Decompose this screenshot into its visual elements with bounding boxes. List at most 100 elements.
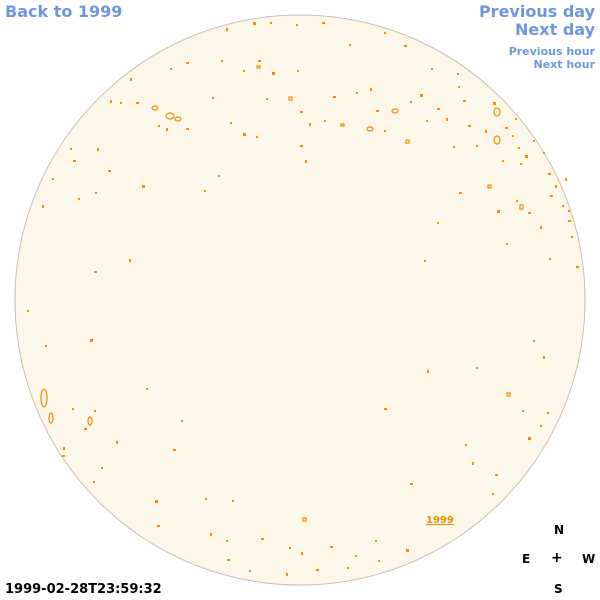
contour-speck bbox=[226, 540, 228, 542]
contour-speck bbox=[453, 146, 455, 148]
contour-speck bbox=[226, 28, 228, 31]
contour-region bbox=[506, 392, 511, 397]
contour-speck bbox=[446, 118, 448, 121]
contour-speck bbox=[410, 101, 412, 103]
contour-speck bbox=[528, 212, 531, 214]
previous-hour-link[interactable]: Previous hour bbox=[508, 45, 595, 58]
contour-speck bbox=[316, 569, 319, 571]
contour-speck bbox=[330, 546, 333, 548]
contour-speck bbox=[472, 462, 474, 465]
contour-speck bbox=[497, 210, 500, 213]
contour-region bbox=[302, 517, 307, 522]
contour-speck bbox=[458, 86, 460, 88]
year-link[interactable]: 1999 bbox=[426, 515, 454, 526]
contour-speck bbox=[186, 128, 189, 130]
compass-west-label: W bbox=[582, 552, 596, 566]
contour-speck bbox=[492, 493, 494, 495]
contour-speck bbox=[540, 425, 542, 427]
contour-speck bbox=[300, 145, 303, 147]
contour-speck bbox=[485, 130, 487, 133]
contour-region bbox=[174, 116, 182, 122]
next-hour-link[interactable]: Next hour bbox=[533, 58, 596, 71]
contour-speck bbox=[502, 160, 504, 162]
contour-speck bbox=[62, 455, 65, 457]
contour-speck bbox=[108, 170, 111, 172]
observation-timestamp: 1999-02-28T23:59:32 bbox=[5, 582, 162, 597]
contour-speck bbox=[378, 560, 380, 562]
next-day-link[interactable]: Next day bbox=[515, 20, 595, 39]
contour-speck bbox=[110, 100, 112, 103]
contour-speck bbox=[427, 370, 429, 373]
contour-region bbox=[366, 126, 374, 132]
contour-speck bbox=[289, 547, 291, 549]
contour-speck bbox=[512, 135, 514, 137]
contour-speck bbox=[173, 449, 176, 451]
contour-speck bbox=[95, 192, 97, 194]
contour-speck bbox=[296, 24, 298, 26]
contour-speck bbox=[94, 410, 96, 412]
contour-region bbox=[256, 65, 261, 69]
contour-speck bbox=[93, 481, 95, 483]
contour-speck bbox=[547, 412, 549, 414]
contour-speck bbox=[230, 122, 232, 124]
contour-speck bbox=[305, 160, 307, 163]
contour-speck bbox=[72, 408, 74, 410]
contour-speck bbox=[457, 73, 459, 75]
contour-region bbox=[340, 123, 345, 127]
contour-speck bbox=[347, 567, 349, 569]
previous-day-link[interactable]: Previous day bbox=[478, 2, 595, 21]
contour-speck bbox=[136, 102, 139, 104]
contour-speck bbox=[424, 260, 426, 262]
contour-speck bbox=[286, 573, 288, 576]
contour-region bbox=[40, 388, 48, 408]
contour-speck bbox=[84, 428, 87, 430]
contour-region bbox=[165, 112, 175, 120]
contour-speck bbox=[476, 145, 478, 147]
contour-speck bbox=[576, 266, 579, 268]
compass-south-label: S bbox=[554, 582, 563, 596]
contour-speck bbox=[52, 178, 54, 180]
contour-speck bbox=[568, 210, 570, 212]
contour-region bbox=[288, 96, 293, 101]
magnetogram-specks bbox=[27, 22, 579, 576]
contour-speck bbox=[142, 185, 145, 188]
contour-speck bbox=[565, 178, 567, 181]
contour-speck bbox=[272, 72, 275, 75]
contour-speck bbox=[543, 356, 545, 359]
contour-speck bbox=[258, 60, 261, 62]
contour-speck bbox=[548, 173, 551, 175]
compass-north-label: N bbox=[554, 523, 565, 537]
contour-speck bbox=[221, 60, 223, 62]
back-to-year-link[interactable]: Back to 1999 bbox=[5, 2, 123, 21]
contour-speck bbox=[437, 222, 439, 224]
contour-speck bbox=[355, 555, 357, 557]
contour-speck bbox=[309, 123, 311, 126]
contour-speck bbox=[212, 97, 214, 99]
contour-speck bbox=[256, 136, 258, 138]
contour-speck bbox=[431, 68, 433, 70]
contour-speck bbox=[324, 120, 326, 122]
contour-speck bbox=[204, 190, 206, 192]
contour-speck bbox=[129, 259, 131, 262]
contour-speck bbox=[520, 163, 522, 165]
contour-speck bbox=[516, 200, 518, 202]
contour-speck bbox=[266, 98, 268, 100]
contour-speck bbox=[426, 120, 428, 122]
contour-speck bbox=[376, 110, 379, 112]
contour-speck bbox=[420, 94, 423, 97]
contour-speck bbox=[218, 175, 220, 177]
contour-speck bbox=[166, 128, 168, 131]
contour-speck bbox=[297, 70, 299, 72]
contour-speck bbox=[253, 22, 256, 25]
contour-speck bbox=[375, 540, 377, 542]
contour-speck bbox=[549, 258, 551, 260]
contour-speck bbox=[181, 420, 183, 422]
contour-speck bbox=[384, 32, 386, 34]
contour-speck bbox=[63, 447, 65, 450]
contour-speck bbox=[459, 192, 462, 194]
contour-speck bbox=[506, 243, 508, 245]
contour-region bbox=[405, 139, 410, 144]
contour-speck bbox=[518, 147, 520, 149]
contour-speck bbox=[45, 345, 47, 347]
contour-speck bbox=[186, 62, 189, 64]
